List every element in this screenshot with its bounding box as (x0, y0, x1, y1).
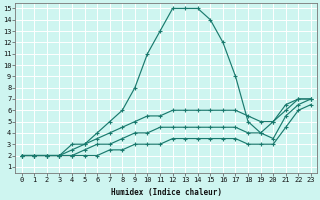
X-axis label: Humidex (Indice chaleur): Humidex (Indice chaleur) (111, 188, 222, 197)
